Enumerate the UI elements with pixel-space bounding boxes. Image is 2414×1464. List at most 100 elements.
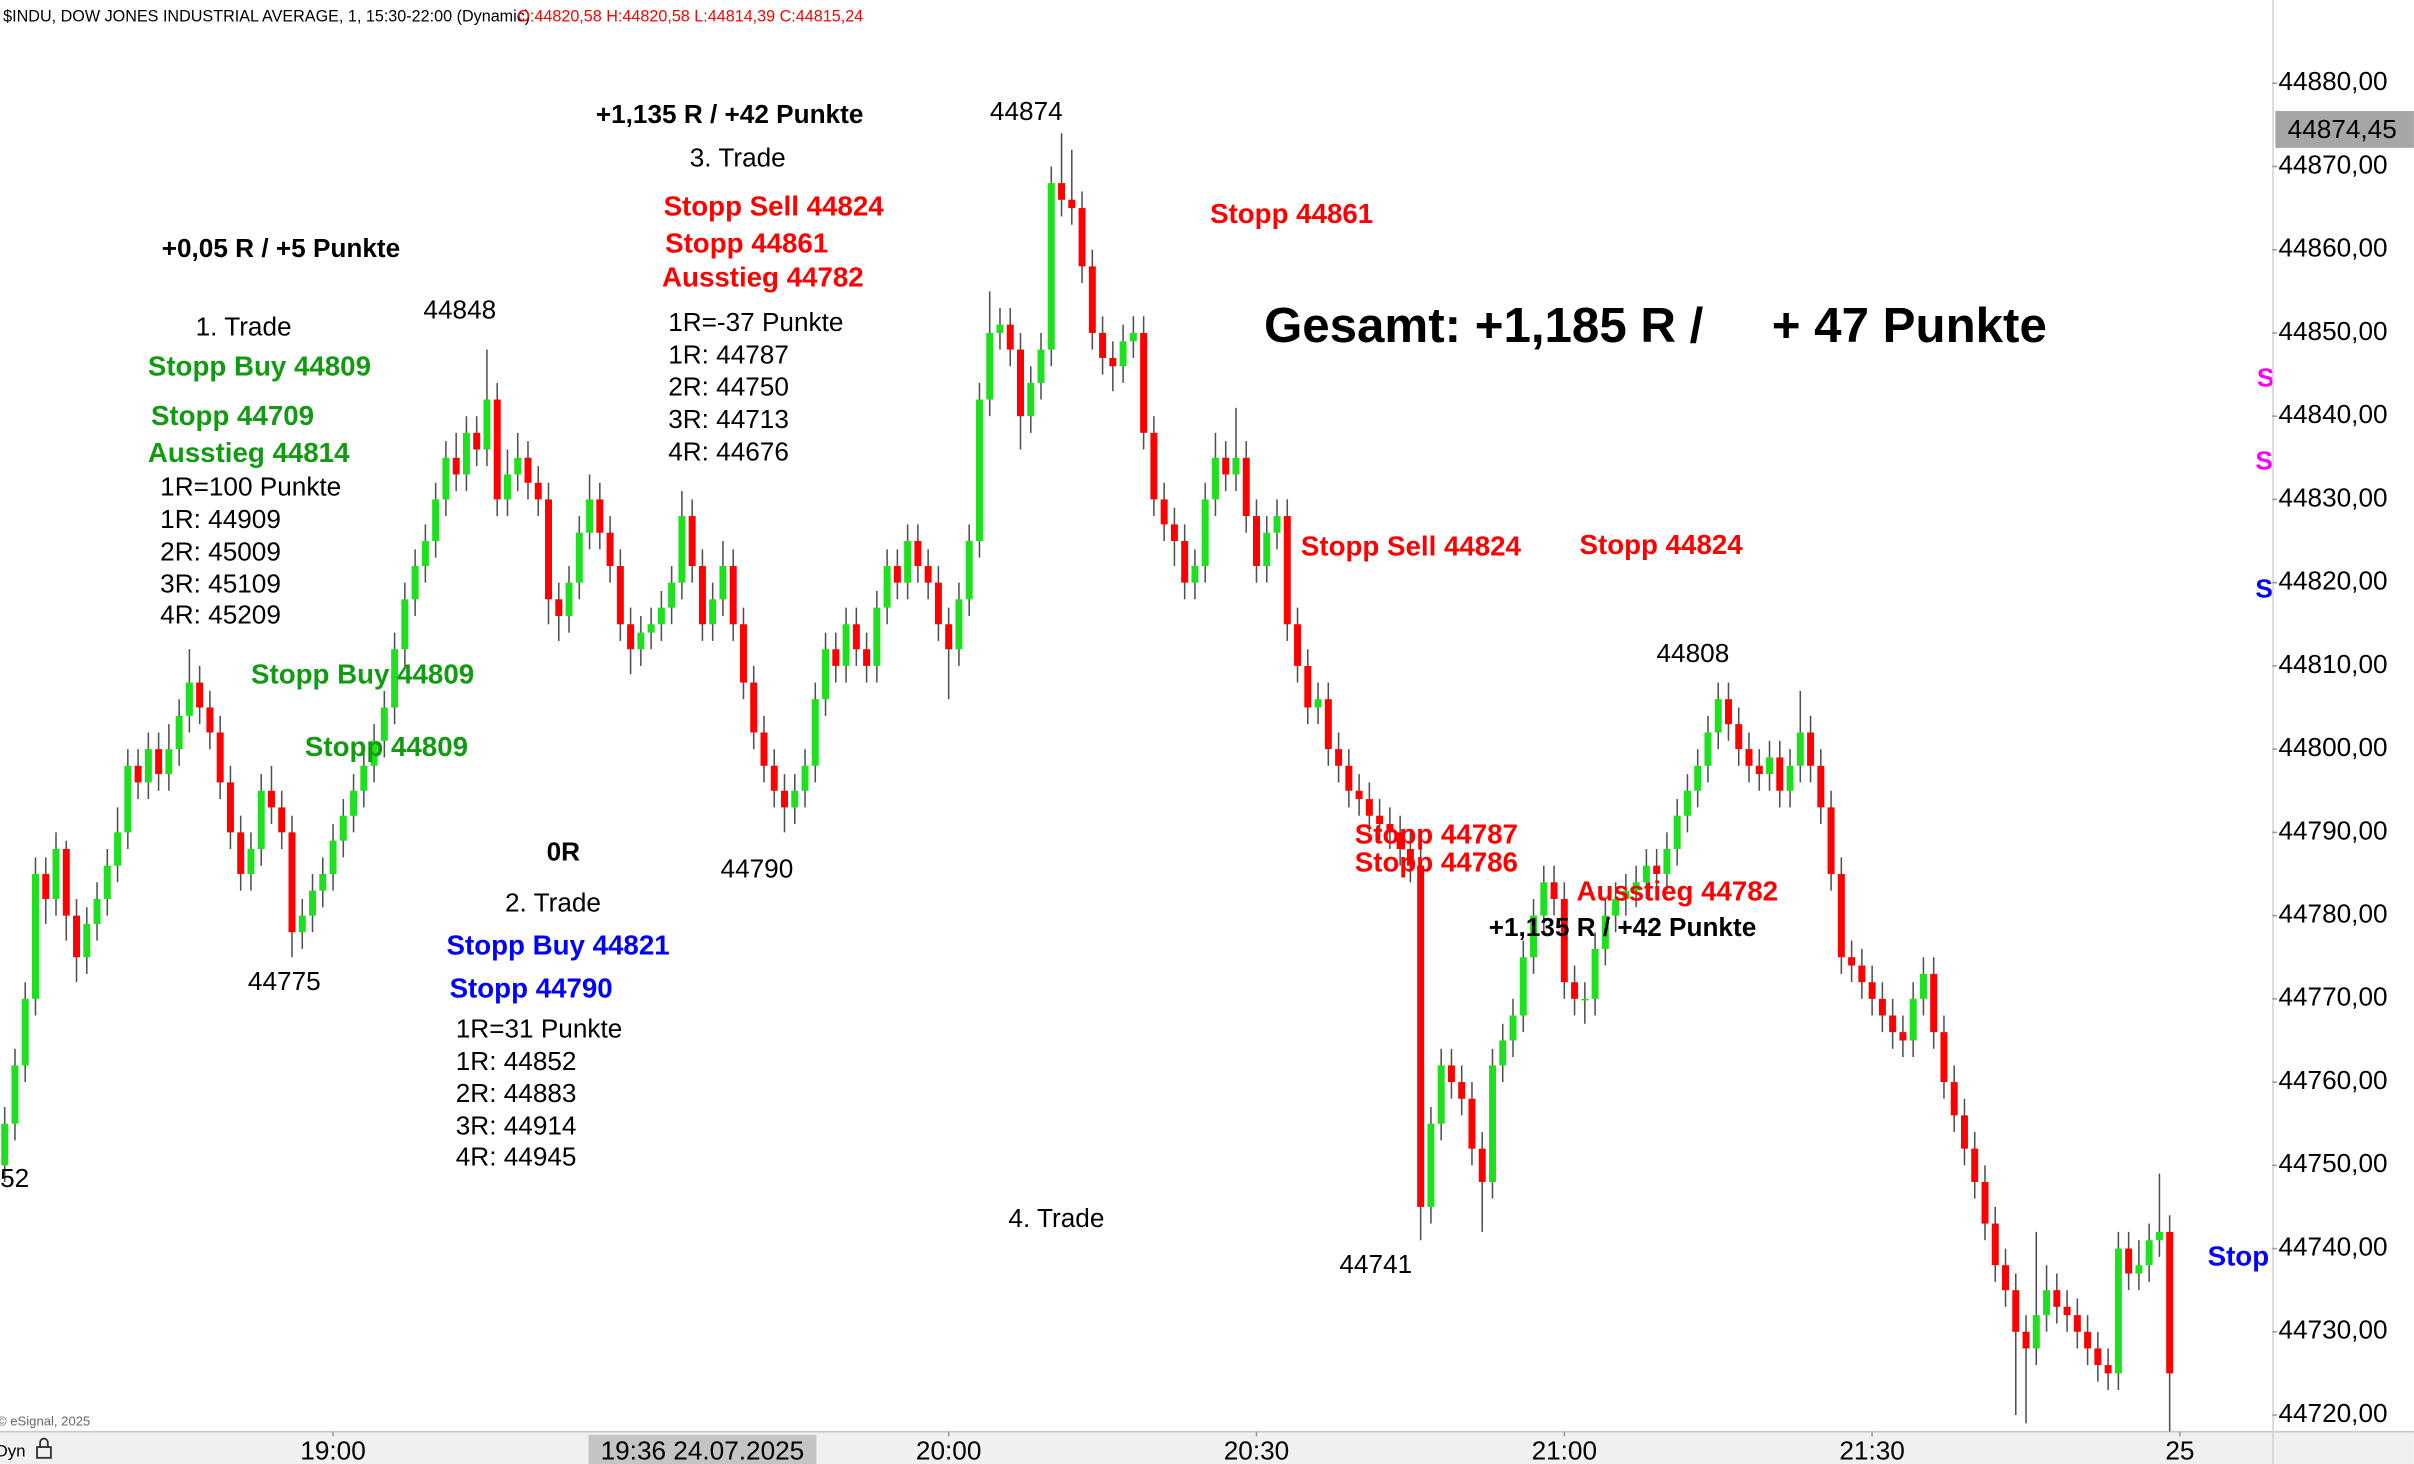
annotation: 1R=-37 Punkte — [668, 307, 843, 337]
annotation: 1R: 44852 — [456, 1046, 577, 1076]
candle-body — [1365, 799, 1373, 816]
candle-body — [514, 457, 522, 475]
candle-body — [1509, 1015, 1517, 1041]
candle-body — [1417, 865, 1425, 1207]
candle-body — [2043, 1290, 2051, 1316]
candle-body — [2053, 1290, 2061, 1307]
candle-body — [1499, 1040, 1507, 1066]
candle-body — [1222, 457, 1230, 475]
candle-body — [370, 740, 378, 766]
candle-body — [729, 566, 737, 625]
candle-body — [678, 516, 686, 583]
lock-icon[interactable] — [36, 1437, 52, 1459]
candle-body — [401, 599, 409, 650]
candle-body — [1663, 849, 1671, 874]
annotation: 3R: 45109 — [160, 569, 281, 599]
annotation: 44848 — [423, 295, 496, 325]
candle-body — [1653, 865, 1661, 874]
candle-body — [1766, 757, 1774, 775]
annotation: 1R=31 Punkte — [456, 1014, 623, 1044]
annotation: Ausstieg 44814 — [148, 437, 350, 468]
y-tick-label: 44730,00 — [2278, 1315, 2387, 1345]
candle-body — [1335, 749, 1343, 766]
lock-body[interactable] — [36, 1446, 52, 1459]
candle-body — [2145, 1240, 2153, 1266]
candle-body — [1991, 1223, 1999, 1266]
candle-body — [1817, 765, 1825, 808]
candle-body — [760, 732, 768, 766]
annotations: +1,135 R / +42 Punkte 3. Trade 44874 Stopp … — [0, 96, 2274, 1279]
candle-body — [770, 765, 778, 791]
annotation: 2R: 45009 — [160, 536, 281, 566]
candle-body — [503, 474, 511, 500]
annotation: Stopp 44824 — [1580, 529, 1744, 560]
candle-body — [2166, 1231, 2174, 1374]
candle-body — [1058, 183, 1066, 200]
candle-body — [1540, 882, 1548, 916]
annotation: 2. Trade — [505, 887, 601, 917]
candle-body — [688, 516, 696, 567]
annotation: S — [2255, 446, 2272, 476]
candle-body — [2135, 1265, 2143, 1274]
candle-body — [237, 832, 245, 874]
annotation: S — [2257, 362, 2274, 392]
candle-body — [216, 732, 224, 783]
candle-body — [2022, 1331, 2030, 1349]
candle-body — [1355, 790, 1363, 800]
candle-body — [2073, 1315, 2081, 1332]
annotation: +0,05 R / +5 Punkte — [162, 233, 400, 263]
candle-body — [83, 923, 91, 958]
candle-body — [1150, 432, 1158, 500]
candle-body — [1396, 832, 1404, 850]
annotation: 1. Trade — [196, 312, 292, 342]
annotation: 2R: 44750 — [668, 372, 789, 402]
mode-label: Dyn — [0, 1441, 26, 1460]
x-tick-label: 20:30 — [1224, 1435, 1289, 1464]
candle-body — [709, 599, 717, 625]
candle-body — [165, 749, 173, 775]
candle-body — [1612, 898, 1620, 916]
candle-body — [1314, 699, 1322, 708]
candle-body — [2063, 1306, 2071, 1316]
annotation: +1,135 R / +42 Punkte — [1489, 912, 1757, 942]
overlay: +1,135 R / +42 Punkte 3. Trade 44874 Stopp … — [0, 96, 2274, 1279]
candle-body — [1027, 382, 1035, 417]
x-tick-label: 25 — [2165, 1435, 2194, 1464]
y-tick-label: 44750,00 — [2278, 1148, 2387, 1178]
candle-body — [206, 707, 214, 733]
candle-body — [1191, 566, 1199, 583]
annotation: Stopp 44786 — [1355, 846, 1518, 877]
candle-body — [801, 765, 809, 791]
candle-body — [852, 624, 860, 650]
annotation: Stopp Buy 44809 — [148, 351, 371, 382]
last-price-label: 44874,45 — [2288, 114, 2397, 144]
candle-body — [1170, 524, 1178, 542]
candle-body — [1232, 457, 1240, 475]
annotation: S — [2255, 573, 2272, 603]
candle-body — [134, 765, 142, 783]
candle-body — [103, 865, 111, 899]
lock-shackle[interactable] — [39, 1437, 49, 1448]
candle-body — [1468, 1098, 1476, 1149]
candle-body — [2104, 1365, 2112, 1374]
candle-body — [1848, 957, 1856, 966]
candle-body — [1919, 973, 1927, 999]
annotation: Stopp 44787 — [1355, 819, 1518, 850]
candle-body — [1858, 965, 1866, 983]
candle-body — [421, 541, 429, 567]
y-tick-label: 44780,00 — [2278, 899, 2387, 929]
candle-body — [1129, 332, 1137, 342]
y-tick-label: 44870,00 — [2278, 149, 2387, 179]
candle-body — [1930, 973, 1938, 1033]
candle-body — [945, 624, 953, 650]
candle-body — [616, 566, 624, 625]
candle-body — [832, 649, 840, 666]
candle-body — [1345, 765, 1353, 791]
candle-body — [329, 840, 337, 874]
candle-body — [124, 765, 132, 833]
annotation: Stopp Buy 44821 — [447, 929, 670, 960]
candle-body — [31, 873, 39, 999]
annotation: 52 — [0, 1163, 29, 1193]
candle-body — [575, 532, 583, 583]
